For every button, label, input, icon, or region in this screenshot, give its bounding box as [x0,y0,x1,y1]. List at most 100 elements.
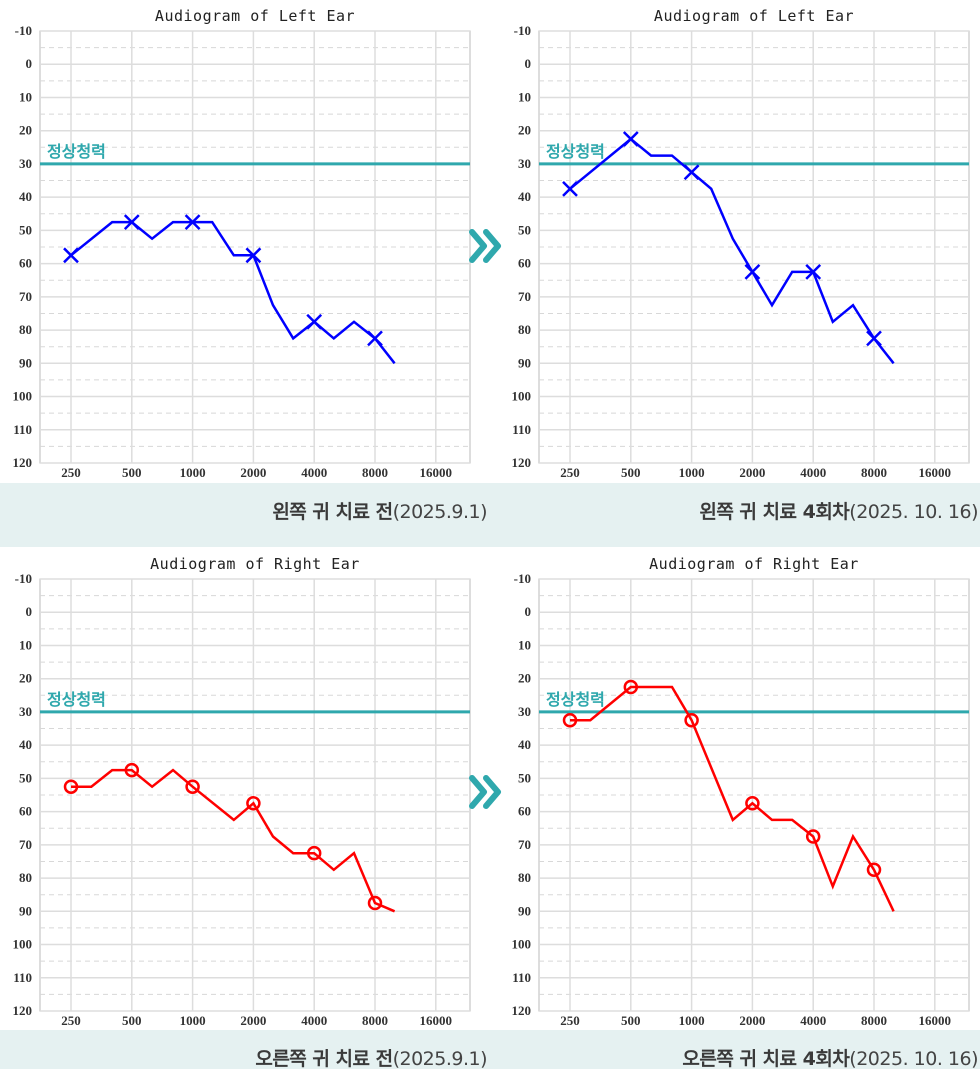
y-tick-label: 100 [13,389,33,404]
x-tick-label: 250 [560,465,580,480]
data-point-x-marker [562,180,578,197]
caption-date: (2025.9.1) [392,1048,488,1070]
chart-title: Audiogram of Right Ear [150,555,360,573]
x-tick-label: 16000 [919,465,952,480]
y-tick-label: 20 [518,671,531,686]
y-tick-label: 120 [512,1003,532,1018]
data-point-o-marker [185,779,200,794]
y-tick-label: 30 [19,156,32,171]
normal-hearing-label: 정상청력 [47,142,106,161]
caption-left-after: 왼쪽 귀 치료 4회차(2025. 10. 16) [699,497,978,524]
caption-band-top [0,483,980,547]
y-tick-label: 70 [19,289,32,304]
x-tick-label: 250 [61,1013,81,1028]
y-tick-label: 20 [19,123,32,138]
caption-left-before: 왼쪽 귀 치료 전(2025.9.1) [272,497,487,524]
caption-title: 왼쪽 귀 치료 4회차 [699,501,850,523]
data-point-x-marker [306,313,323,330]
data-point-o-marker [124,762,140,778]
y-tick-label: 50 [19,222,32,237]
y-tick-label: 80 [19,322,32,337]
x-tick-label: 4000 [301,465,327,480]
x-tick-label: 500 [621,465,641,480]
y-tick-label: 120 [512,455,532,470]
y-tick-label: 40 [518,737,531,752]
data-point-o-marker [246,796,261,811]
data-point-x-marker [622,131,639,147]
data-point-o-marker [866,862,882,878]
y-tick-label: 20 [19,671,32,686]
data-point-o-marker [306,845,322,861]
y-tick-label: 40 [518,189,531,204]
x-tick-label: 4000 [800,465,826,480]
data-point-x-marker [744,264,761,280]
y-tick-label: 80 [19,870,32,885]
caption-right-before: 오른쪽 귀 치료 전(2025.9.1) [255,1044,487,1071]
double-chevron-icon [469,775,501,809]
y-tick-label: 110 [512,970,531,985]
normal-hearing-label: 정상청력 [546,142,605,161]
plot-area [538,30,970,464]
y-tick-label: 110 [13,970,32,985]
data-point-x-marker [805,264,822,280]
caption-date: (2025. 10. 16) [849,1048,978,1070]
x-tick-label: 8000 [861,465,887,480]
x-tick-label: 1000 [679,1013,705,1028]
chart-title: Audiogram of Left Ear [654,7,854,25]
y-tick-label: 10 [518,637,531,652]
y-tick-label: 10 [518,89,531,104]
y-tick-label: 110 [512,422,531,437]
caption-title: 오른쪽 귀 치료 전 [255,1048,393,1070]
x-tick-label: 16000 [919,1013,952,1028]
data-point-x-marker [866,330,882,347]
y-tick-label: 10 [19,637,32,652]
y-tick-label: 30 [518,156,531,171]
data-point-o-marker [63,779,79,794]
y-tick-label: 60 [19,804,32,819]
data-point-x-marker [123,214,140,230]
y-tick-label: 90 [518,355,531,370]
x-tick-label: 1000 [180,1013,206,1028]
data-point-o-marker [562,712,578,728]
y-tick-label: 100 [512,389,532,404]
y-tick-label: 20 [518,123,531,138]
y-tick-label: 60 [518,804,531,819]
x-tick-label: 1000 [180,465,206,480]
series-line [71,768,396,913]
caption-band-bottom [0,1030,980,1069]
caption-title: 오른쪽 귀 치료 4회차 [682,1048,850,1070]
y-tick-label: 100 [13,937,33,952]
x-tick-label: 500 [621,1013,641,1028]
x-tick-label: 250 [560,1013,580,1028]
y-tick-label: 110 [13,422,32,437]
y-tick-label: 30 [19,704,32,719]
y-tick-label: 0 [26,56,33,71]
x-tick-label: 8000 [861,1013,887,1028]
y-tick-label: 70 [19,837,32,852]
x-tick-label: 1000 [679,465,705,480]
chart-title: Audiogram of Left Ear [155,7,355,25]
y-tick-label: 0 [525,56,532,71]
y-tick-label: 40 [19,189,32,204]
normal-hearing-label: 정상청력 [546,690,605,709]
y-tick-label: 90 [19,903,32,918]
y-tick-label: -10 [15,23,32,38]
x-tick-label: 2000 [240,1013,266,1028]
chart-title: Audiogram of Right Ear [649,555,859,573]
series-line [70,220,396,365]
y-tick-label: -10 [15,571,32,586]
data-point-x-marker [63,247,79,264]
y-tick-label: 60 [518,256,531,271]
y-tick-label: 10 [19,89,32,104]
x-tick-label: 2000 [739,1013,765,1028]
y-tick-label: -10 [514,571,531,586]
caption-right-after: 오른쪽 귀 치료 4회차(2025. 10. 16) [682,1044,978,1071]
y-tick-label: 80 [518,322,531,337]
y-tick-label: 60 [19,256,32,271]
normal-hearing-label: 정상청력 [47,690,106,709]
caption-date: (2025.9.1) [392,501,488,523]
